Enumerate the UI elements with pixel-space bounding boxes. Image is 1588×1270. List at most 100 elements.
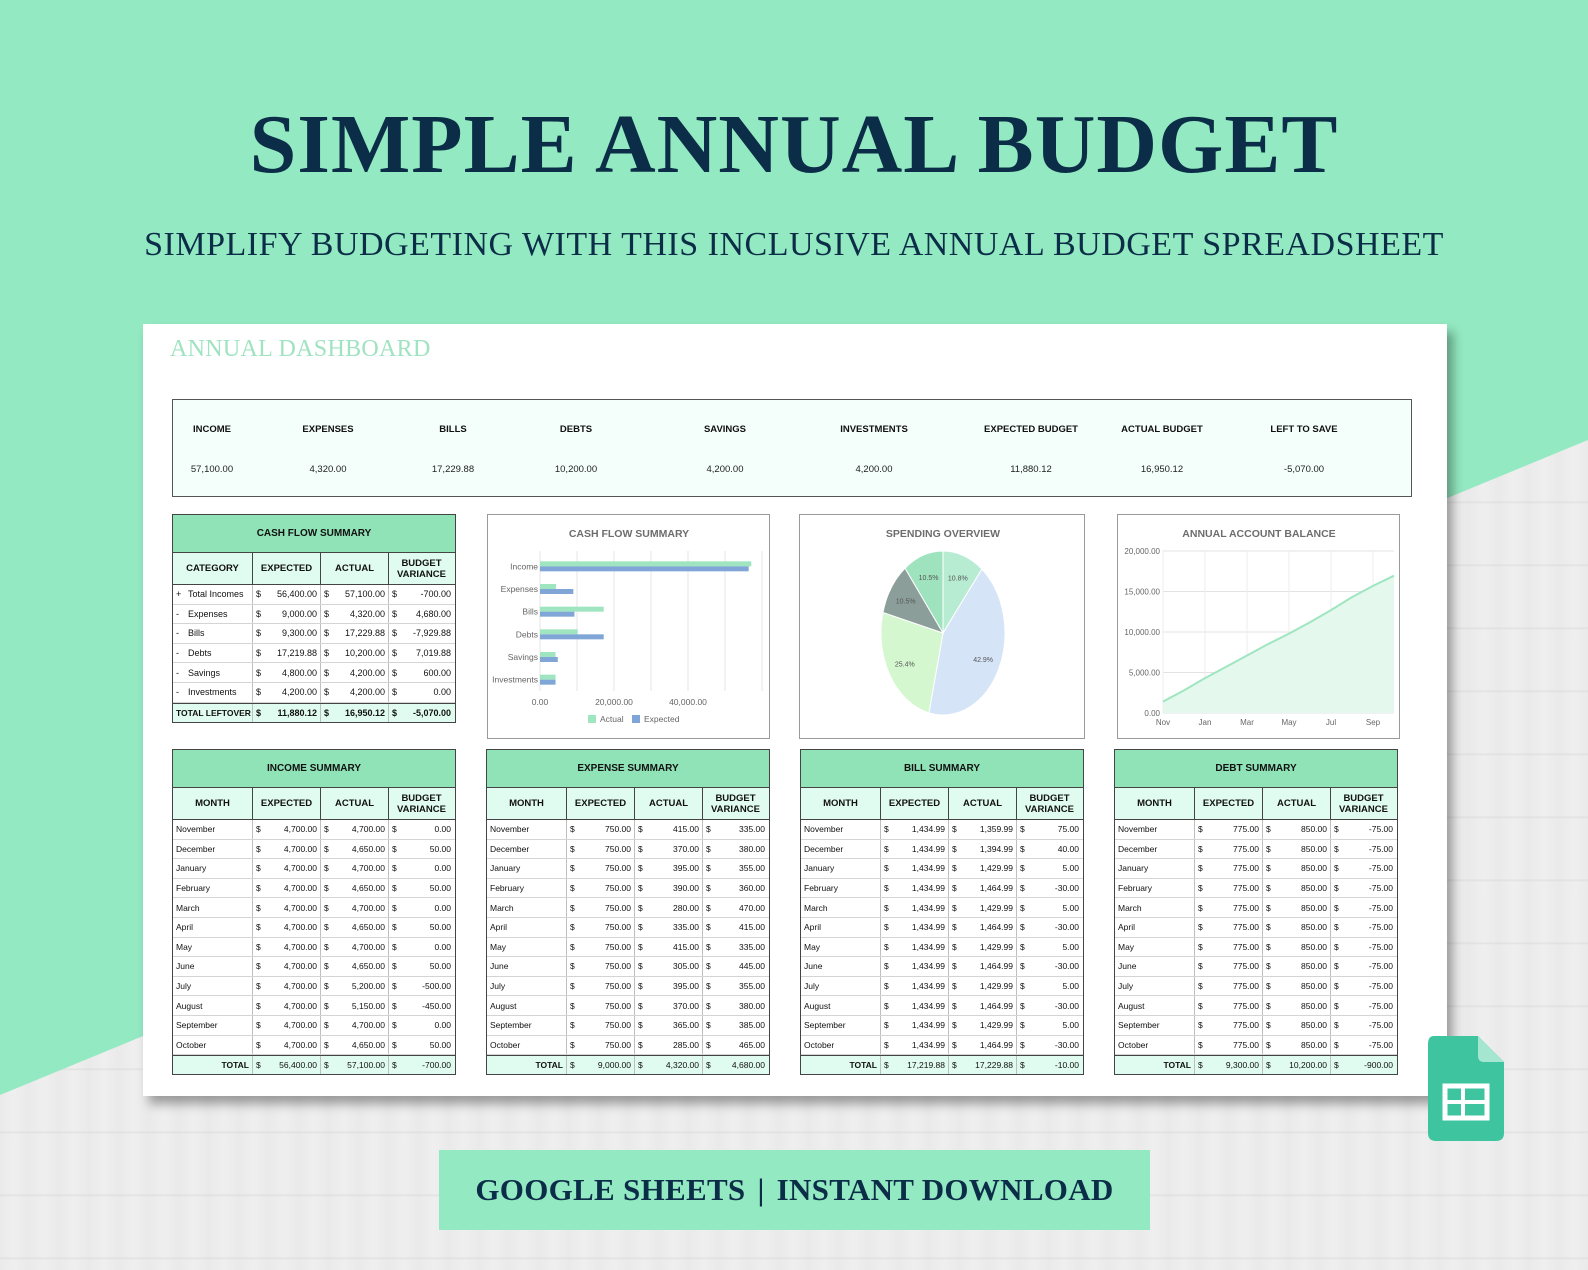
table-row: June $1,434.99 $1,464.99 $ -30.00	[801, 957, 1083, 977]
currency-symbol: $	[1334, 1039, 1339, 1050]
total-label: TOTAL	[1115, 1056, 1195, 1075]
kpi-value: 4,200.00	[855, 464, 893, 475]
currency-symbol: $	[1334, 843, 1339, 854]
column-header: MONTH	[487, 788, 567, 819]
month-cell: November	[487, 820, 567, 839]
currency-symbol: $	[1266, 1000, 1271, 1011]
value-cell: 0.00	[434, 1020, 451, 1031]
currency-symbol: $	[570, 843, 575, 854]
total-actual: 17,229.88	[975, 1060, 1013, 1071]
table-row: July $1,434.99 $1,429.99 $5.00	[801, 976, 1083, 997]
currency-symbol: $	[324, 863, 329, 874]
currency-symbol: $	[256, 628, 262, 639]
month-cell: June	[487, 957, 567, 976]
kpi-item: ACTUAL BUDGET 16,950.12	[1087, 400, 1237, 496]
currency-symbol: $	[324, 667, 330, 678]
currency-symbol: $	[570, 1020, 575, 1031]
value-cell: 4,700.00	[283, 1000, 317, 1011]
currency-symbol: $	[392, 922, 397, 933]
value-cell: 1,434.99	[911, 824, 945, 835]
value-cell: 50.00	[429, 883, 451, 894]
currency-symbol: $	[1198, 902, 1203, 913]
total-actual: 4,320.00	[665, 1060, 699, 1071]
value-cell: 775.00	[1233, 941, 1259, 952]
currency-symbol: $	[1020, 922, 1025, 933]
table-total-row: TOTAL $17,219.88 $17,229.88 $ -10.00	[801, 1055, 1083, 1075]
kpi-value: 10,200.00	[554, 464, 598, 475]
kpi-item: INCOME 57,100.00	[137, 400, 287, 496]
currency-symbol: $	[952, 941, 957, 952]
value-cell: 1,429.99	[979, 863, 1013, 874]
currency-symbol: $	[706, 1000, 711, 1011]
currency-symbol: $	[884, 941, 889, 952]
bar-actual	[540, 606, 604, 612]
row-sign: +	[176, 589, 182, 600]
month-cell: January	[487, 859, 567, 878]
column-header: ACTUAL	[1263, 788, 1331, 819]
table-title: INCOME SUMMARY	[173, 750, 455, 788]
spreadsheet-preview: ANNUAL DASHBOARD INCOME 57,100.00 EXPENSES…	[143, 324, 1447, 1096]
value-cell: -75.00	[1368, 1020, 1393, 1031]
chart-title: SPENDING OVERVIEW	[886, 528, 1000, 540]
column-header: EXPECTED	[567, 788, 635, 819]
row-variance: 0.00	[433, 687, 451, 698]
currency-symbol: $	[952, 863, 957, 874]
month-cell: July	[801, 976, 881, 996]
currency-symbol: $	[392, 902, 397, 913]
currency-symbol: $	[706, 843, 711, 854]
value-cell: 850.00	[1301, 863, 1327, 874]
currency-symbol: $	[1198, 941, 1203, 952]
currency-symbol: $	[1266, 1060, 1271, 1071]
currency-symbol: $	[1334, 863, 1339, 874]
currency-symbol: $	[884, 1060, 889, 1071]
table-row: August $1,434.99 $1,464.99 $ -30.00	[801, 996, 1083, 1016]
kpi-value: 16,950.12	[1140, 464, 1184, 475]
value-cell: 335.00	[739, 824, 765, 835]
total-variance: -700.00	[422, 1060, 451, 1071]
table-row: - Debts $17,219.88 $10,200.00 $7,019.88	[173, 643, 455, 664]
value-cell: 775.00	[1233, 1020, 1259, 1031]
value-cell: 4,700.00	[351, 863, 385, 874]
currency-symbol: $	[392, 667, 398, 678]
row-expected: 4,800.00	[281, 667, 317, 678]
currency-symbol: $	[638, 843, 643, 854]
currency-symbol: $	[706, 922, 711, 933]
currency-symbol: $	[1020, 941, 1025, 952]
value-cell: 750.00	[605, 981, 631, 992]
table-row: August $775.00 $850.00 $ -75.00	[1115, 996, 1397, 1016]
currency-symbol: $	[324, 922, 329, 933]
currency-symbol: $	[570, 922, 575, 933]
month-cell: September	[801, 1015, 881, 1035]
currency-symbol: $	[324, 608, 330, 619]
currency-symbol: $	[1334, 1000, 1339, 1011]
value-cell: 1,359.99	[979, 824, 1013, 835]
month-cell: February	[1115, 878, 1195, 898]
bill-summary-table: BILL SUMMARY MONTH EXPECTED ACTUAL BUDGET VA…	[800, 749, 1084, 1076]
currency-symbol: $	[1266, 883, 1271, 894]
table-row: January $775.00 $850.00 $ -75.00	[1115, 859, 1397, 879]
month-cell: March	[173, 898, 253, 917]
month-cell: October	[487, 1035, 567, 1055]
value-cell: 4,700.00	[283, 843, 317, 854]
x-tick-label: Mar	[1240, 718, 1254, 727]
column-header: EXPECTED	[253, 788, 321, 819]
month-cell: May	[1115, 937, 1195, 957]
month-cell: April	[173, 917, 253, 937]
currency-symbol: $	[1266, 922, 1271, 933]
value-cell: 385.00	[739, 1020, 765, 1031]
value-cell: -75.00	[1368, 961, 1393, 972]
column-header: EXPECTED	[1195, 788, 1263, 819]
value-cell: 305.00	[673, 961, 699, 972]
currency-symbol: $	[638, 863, 643, 874]
income-summary-table: INCOME SUMMARY MONTH EXPECTED ACTUAL BUDGET …	[172, 749, 456, 1076]
kpi-item: SAVINGS 4,200.00	[650, 400, 800, 496]
currency-symbol: $	[884, 922, 889, 933]
currency-symbol: $	[392, 824, 397, 835]
currency-symbol: $	[706, 981, 711, 992]
value-cell: 1,464.99	[979, 922, 1013, 933]
balance-line	[1162, 574, 1395, 703]
currency-symbol: $	[1266, 902, 1271, 913]
column-header: MONTH	[801, 788, 881, 819]
currency-symbol: $	[1266, 843, 1271, 854]
value-cell: 40.00	[1057, 843, 1079, 854]
